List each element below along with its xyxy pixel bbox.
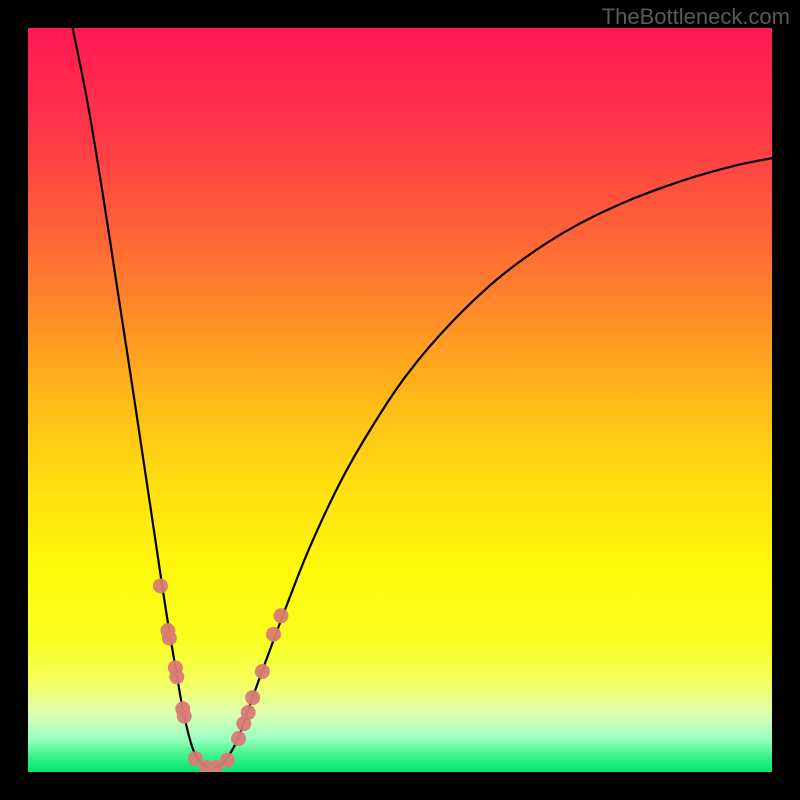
- watermark-text: TheBottleneck.com: [602, 4, 790, 30]
- data-marker: [245, 690, 260, 705]
- plot-area: [28, 28, 772, 772]
- curve-left-branch: [73, 28, 211, 769]
- data-marker: [255, 664, 270, 679]
- data-marker: [231, 731, 246, 746]
- data-marker: [241, 705, 256, 720]
- data-marker: [153, 579, 168, 594]
- data-marker: [273, 608, 288, 623]
- data-marker: [220, 753, 235, 768]
- data-marker: [169, 669, 184, 684]
- curve-right-branch: [210, 158, 772, 769]
- data-marker: [266, 627, 281, 642]
- chart-svg: [28, 28, 772, 772]
- data-marker: [177, 709, 192, 724]
- data-marker: [162, 631, 177, 646]
- marker-group: [153, 579, 289, 773]
